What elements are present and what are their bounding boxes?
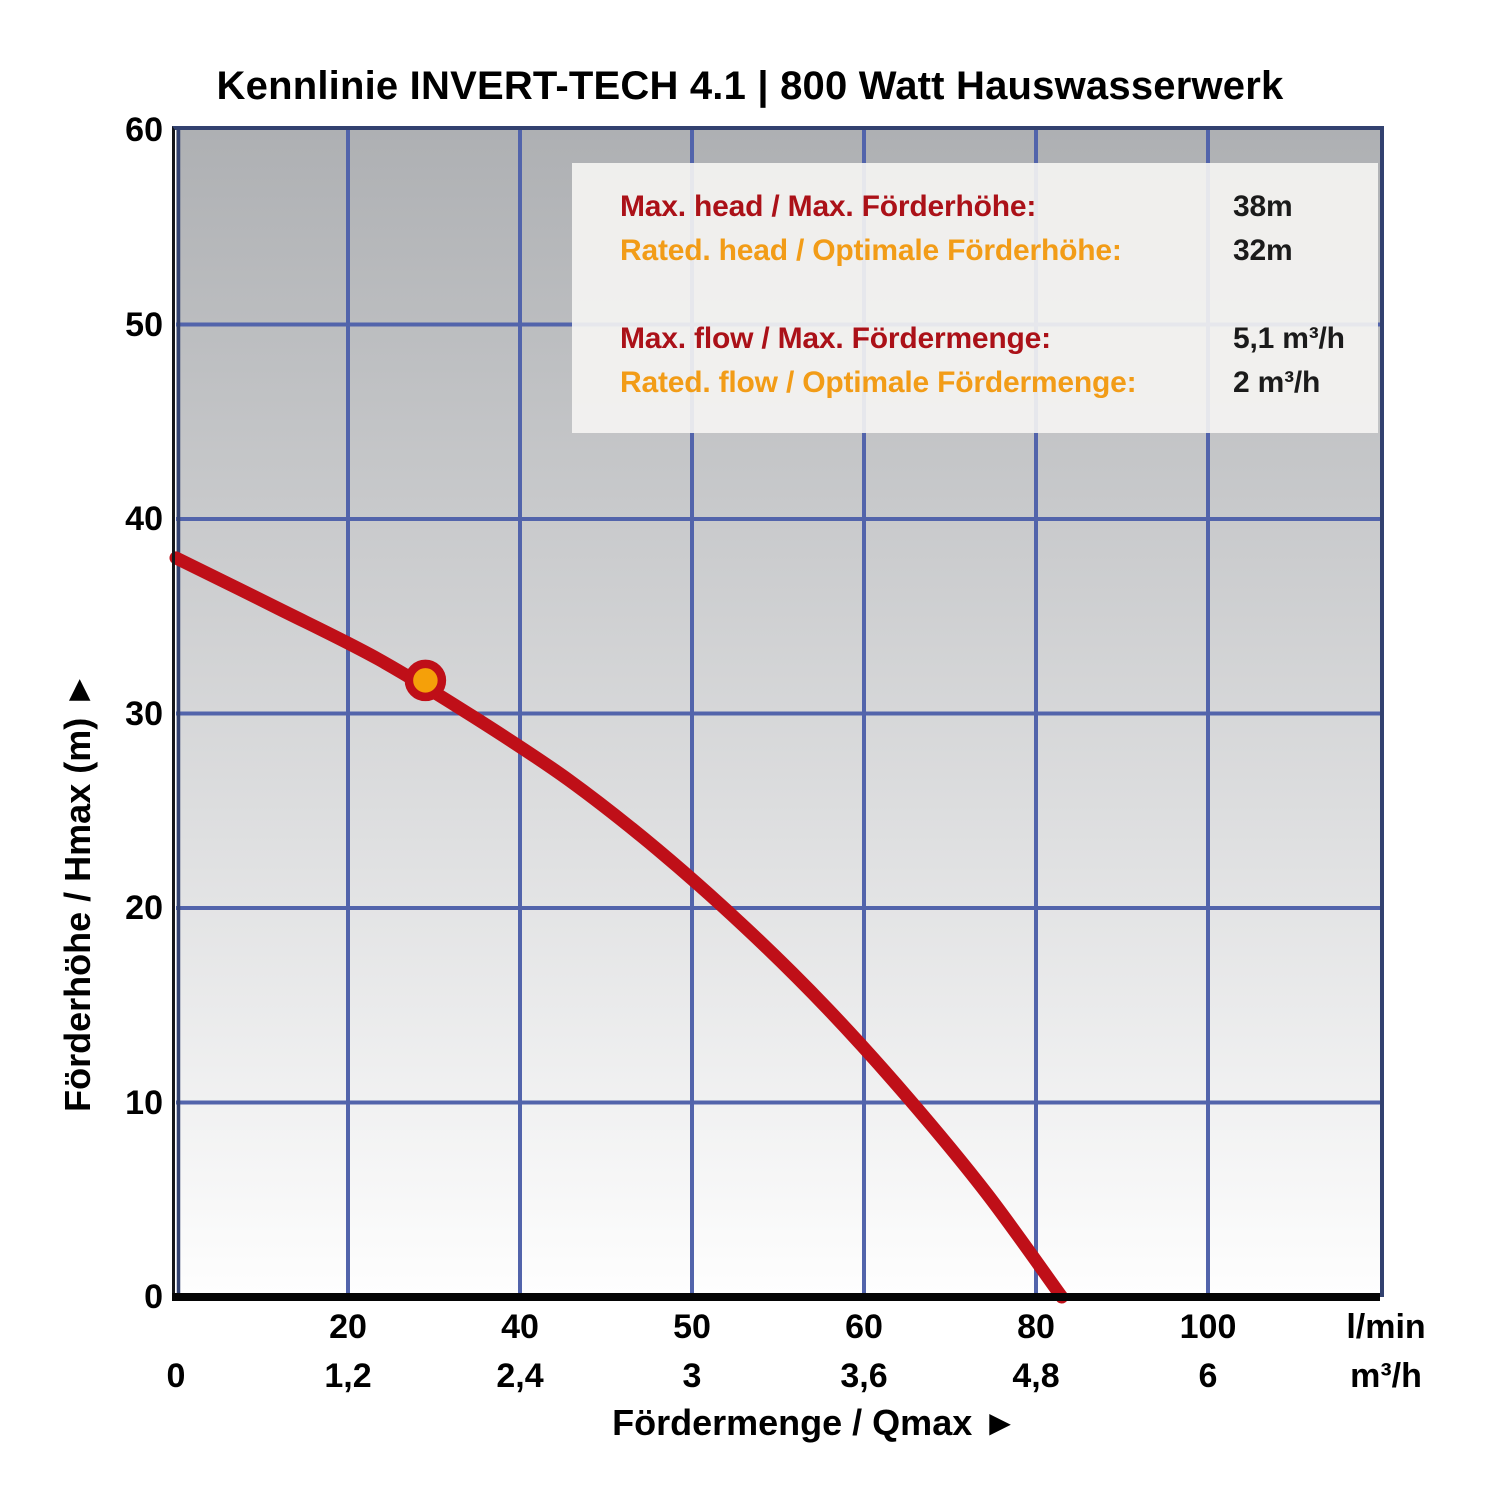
- legend-row: Max. flow / Max. Fördermenge: 5,1 m³/h: [620, 317, 1345, 361]
- legend-label: Max. head / Max. Förderhöhe:: [620, 190, 1037, 223]
- legend-value: 38m: [1233, 190, 1293, 223]
- chart-title: Kennlinie INVERT-TECH 4.1 | 800 Watt Hau…: [216, 64, 1284, 108]
- legend-row: Rated. flow / Optimale Fördermenge: 2 m³…: [620, 361, 1320, 405]
- y-axis-title: Förderhöhe / Hmax (m) ►: [57, 672, 98, 1112]
- legend-label: Max. flow / Max. Fördermenge:: [620, 322, 1051, 355]
- legend-value: 2 m³/h: [1233, 366, 1321, 399]
- legend-value: 32m: [1233, 234, 1293, 267]
- legend-value: 5,1 m³/h: [1233, 322, 1345, 355]
- legend-panel: Max. head / Max. Förderhöhe: 38m Rated. …: [572, 163, 1378, 433]
- pump-curve: [169, 551, 1069, 1304]
- legend-label: Rated. head / Optimale Förderhöhe:: [620, 234, 1122, 267]
- legend-row: Rated. head / Optimale Förderhöhe: 32m: [620, 229, 1293, 273]
- legend-row: Max. head / Max. Förderhöhe: 38m: [620, 185, 1293, 229]
- legend-label: Rated. flow / Optimale Fördermenge:: [620, 366, 1137, 399]
- x-axis-title: Fördermenge / Qmax ►: [612, 1402, 1018, 1443]
- rated-operating-point: [404, 659, 447, 702]
